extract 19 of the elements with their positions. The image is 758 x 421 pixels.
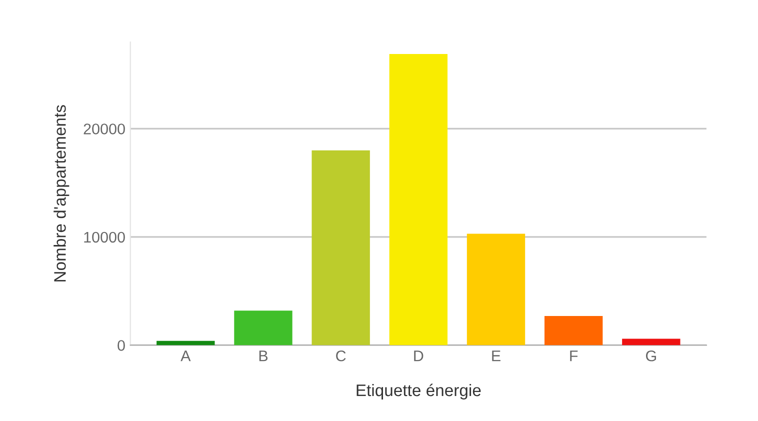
x-axis-title: Etiquette énergie <box>356 384 481 400</box>
bar <box>389 54 448 346</box>
y-tick-label: 10000 <box>84 232 125 243</box>
x-tick-label: B <box>259 350 268 362</box>
x-tick-label: G <box>646 350 656 362</box>
x-tick-label: C <box>336 350 346 362</box>
bar <box>466 234 526 346</box>
y-tick-label: 0 <box>118 340 125 351</box>
bar <box>312 150 370 346</box>
y-tick-label: 20000 <box>84 124 125 134</box>
y-axis-title: Nombre d'appartements <box>54 105 70 282</box>
x-tick-label: F <box>570 350 578 362</box>
bar <box>156 340 215 346</box>
bar <box>622 338 680 346</box>
x-tick-label: E <box>492 350 500 362</box>
bar <box>544 316 603 346</box>
bar <box>234 310 292 346</box>
x-tick-label: D <box>414 350 424 362</box>
x-tick-label: A <box>180 350 191 362</box>
